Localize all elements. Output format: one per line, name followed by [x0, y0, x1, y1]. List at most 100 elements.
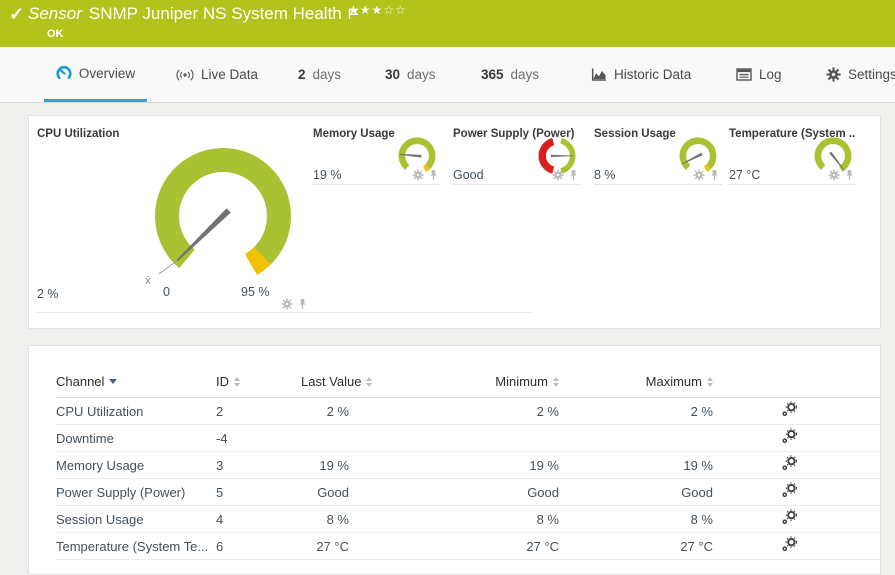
channel-maximum: 27 °C: [680, 538, 713, 554]
tab-2-days-word: days: [312, 67, 342, 82]
area-chart-icon: [591, 68, 606, 81]
channel-id: 6: [216, 538, 224, 554]
sort-desc-icon: [109, 379, 118, 384]
channel-settings-icon[interactable]: [781, 509, 798, 526]
channel-last-value: 8 %: [326, 511, 349, 527]
stars-filled: ★★★: [348, 3, 384, 17]
cpu-gauge-value: 2 %: [37, 287, 59, 301]
column-header-id-label: ID: [216, 374, 229, 389]
sensor-kind-label: Sensor: [28, 4, 82, 23]
table-row[interactable]: Temperature (System Te... 6 27 °C 27 °C …: [56, 533, 880, 560]
stars-empty: ☆☆: [383, 3, 407, 17]
cpu-scale-start-label: 0: [163, 285, 170, 299]
pin-icon[interactable]: [428, 169, 439, 181]
tab-365-days[interactable]: 365 days: [481, 47, 539, 102]
temperature-gauge-title: Temperature (System ...: [729, 128, 855, 140]
pin-icon[interactable]: [297, 298, 308, 310]
channel-id: 4: [216, 511, 224, 527]
channel-name: Memory Usage: [56, 457, 145, 473]
column-header-minimum[interactable]: Minimum: [349, 374, 559, 389]
session-gauge-dial: [679, 137, 717, 172]
channel-settings-icon[interactable]: [781, 428, 798, 445]
table-row[interactable]: Power Supply (Power) 5 Good Good Good: [56, 479, 880, 506]
channel-id: -4: [216, 430, 228, 446]
tab-live-data[interactable]: Live Data: [176, 47, 258, 102]
tab-bar: Overview Live Data 2 days 30 days 365 da…: [0, 47, 895, 103]
channels-table-panel: Channel ID Last Value Minimum Maximum CP…: [28, 345, 881, 575]
column-header-minimum-label: Minimum: [495, 374, 548, 389]
column-header-channel-label: Channel: [56, 374, 105, 389]
tab-log-label: Log: [759, 67, 782, 82]
channel-settings-icon[interactable]: [781, 482, 798, 499]
channel-name: CPU Utilization: [56, 403, 144, 419]
status-badge: OK: [47, 28, 64, 40]
channel-last-value: 27 °C: [316, 538, 349, 554]
column-header-id[interactable]: ID: [216, 374, 301, 389]
log-list-icon: [736, 68, 752, 81]
column-header-maximum[interactable]: Maximum: [559, 374, 713, 389]
table-row[interactable]: CPU Utilization 2 2 % 2 % 2 %: [56, 398, 880, 425]
channel-minimum: 8 %: [536, 511, 559, 527]
priority-flag-icon[interactable]: [348, 5, 359, 25]
tab-30-days[interactable]: 30 days: [385, 47, 436, 102]
channel-maximum: 2 %: [690, 403, 713, 419]
tab-365-days-number: 365: [481, 67, 504, 82]
session-gauge-value: 8 %: [594, 168, 616, 182]
tab-30-days-number: 30: [385, 67, 401, 82]
channel-name: Temperature (System Te...: [56, 538, 209, 554]
channel-name: Power Supply (Power): [56, 484, 186, 500]
cpu-average-marker: x̄: [145, 275, 151, 287]
channel-maximum: Good: [681, 484, 713, 500]
channel-last-value: Good: [317, 484, 349, 500]
channel-minimum: 2 %: [536, 403, 559, 419]
gauge-settings-gear-icon[interactable]: [693, 169, 705, 181]
pin-icon[interactable]: [709, 169, 720, 181]
priority-stars[interactable]: ★★★☆☆: [348, 3, 407, 17]
channels-table: Channel ID Last Value Minimum Maximum CP…: [29, 346, 880, 560]
tab-settings[interactable]: Settings: [826, 47, 895, 102]
tab-30-days-word: days: [407, 67, 436, 82]
temperature-gauge-block: Temperature (System ... 27 °C: [729, 124, 857, 185]
channel-minimum: 19 %: [529, 457, 559, 473]
settings-gear-icon: [826, 67, 841, 82]
tab-2-days[interactable]: 2 days: [298, 47, 341, 102]
channel-settings-icon[interactable]: [781, 455, 798, 472]
tab-2-days-number: 2: [298, 67, 306, 82]
column-header-channel[interactable]: Channel: [56, 374, 216, 389]
tab-overview[interactable]: Overview: [44, 47, 147, 102]
column-header-last-value-label: Last Value: [301, 374, 362, 389]
broadcast-icon: [176, 68, 194, 81]
gauge-settings-gear-icon[interactable]: [552, 169, 564, 181]
sort-icon: [366, 376, 373, 387]
memory-usage-gauge-block: Memory Usage 19 %: [313, 124, 441, 185]
cpu-gauge-title: CPU Utilization: [37, 128, 120, 140]
table-row[interactable]: Session Usage 4 8 % 8 % 8 %: [56, 506, 880, 533]
gauge-settings-gear-icon[interactable]: [412, 169, 424, 181]
channel-name: Downtime: [56, 430, 114, 446]
table-row[interactable]: Memory Usage 3 19 % 19 % 19 %: [56, 452, 880, 479]
tab-historic-data[interactable]: Historic Data: [591, 47, 691, 102]
pin-icon[interactable]: [844, 169, 855, 181]
channel-settings-icon[interactable]: [781, 401, 798, 418]
column-header-maximum-label: Maximum: [645, 374, 702, 389]
pin-icon[interactable]: [568, 169, 579, 181]
channel-minimum: Good: [527, 484, 559, 500]
tab-log[interactable]: Log: [736, 47, 782, 102]
tab-settings-label: Settings: [848, 67, 895, 82]
memory-gauge-title: Memory Usage: [313, 128, 395, 140]
column-header-last-value[interactable]: Last Value: [301, 374, 373, 389]
ok-check-icon: ✓: [9, 4, 25, 24]
channel-last-value: 2 %: [326, 403, 349, 419]
table-row[interactable]: Downtime -4: [56, 425, 880, 452]
gauge-settings-gear-icon[interactable]: [828, 169, 840, 181]
channel-maximum: 19 %: [683, 457, 713, 473]
channel-maximum: 8 %: [690, 511, 713, 527]
sort-icon: [553, 376, 559, 387]
sort-icon: [234, 376, 240, 387]
channel-settings-icon[interactable]: [781, 536, 798, 553]
temperature-gauge-dial: [814, 137, 852, 172]
sensor-status-banner: ✓ Sensor SNMP Juniper NS System Health ★★…: [0, 0, 895, 47]
channel-name: Session Usage: [56, 511, 144, 527]
gauge-settings-gear-icon[interactable]: [281, 298, 293, 310]
channel-id: 3: [216, 457, 224, 473]
